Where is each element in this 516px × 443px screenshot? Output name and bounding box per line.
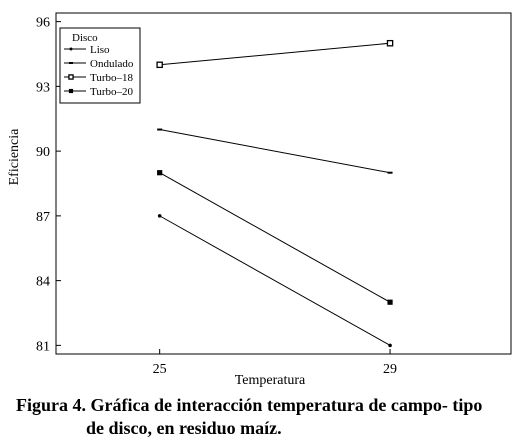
series-1	[157, 128, 393, 174]
y-tick-label-2: 87	[36, 210, 50, 225]
series-3	[157, 170, 393, 305]
y-axis: 81 84 87 90 93 96	[36, 16, 61, 354]
data-point-2-1	[386, 39, 394, 47]
series-line-3	[159, 172, 391, 303]
caption-line-1: Figura 4. Gráfica de interacción tempera…	[16, 395, 483, 415]
series-0	[157, 214, 392, 348]
series-line-1	[159, 129, 391, 174]
legend-label-0: Liso	[90, 44, 110, 56]
y-tick-label-1: 84	[36, 275, 50, 290]
interaction-chart: 81 84 87 90 93 96 25 29 Eficiencia Temperatura…	[7, 12, 512, 388]
x-tick-label-1: 29	[383, 362, 397, 377]
legend-label-1: Ondulado	[90, 58, 134, 70]
y-tick-label-3: 90	[36, 145, 50, 160]
legend-marker-2	[68, 74, 74, 80]
data-point-3-0	[157, 170, 163, 176]
y-axis-label: Eficiencia	[7, 128, 22, 186]
data-point-0-0	[157, 214, 162, 218]
legend-label-3: Turbo–20	[90, 86, 133, 98]
series-layer	[156, 39, 394, 348]
legend-marker-3	[68, 88, 74, 94]
legend-label-2: Turbo–18	[90, 72, 133, 84]
data-point-2-0	[156, 61, 163, 69]
x-axis: 25 29	[153, 349, 397, 377]
data-point-0-1	[388, 343, 392, 348]
data-point-3-1	[387, 299, 393, 305]
series-2	[156, 39, 394, 69]
legend: Disco Liso Ondulado Turbo–18 Turbo–20	[59, 27, 141, 104]
legend-marker-0	[69, 47, 73, 51]
legend-title: Disco	[72, 32, 98, 44]
y-tick-label-4: 93	[36, 80, 50, 95]
caption-line-2: de disco, en residuo maíz.	[86, 418, 282, 438]
series-line-2	[159, 42, 391, 66]
plot-frame	[55, 12, 512, 355]
series-line-0	[159, 215, 391, 346]
y-tick-label-0: 81	[36, 339, 50, 354]
y-tick-label-5: 96	[36, 16, 50, 31]
x-tick-label-0: 25	[153, 362, 167, 377]
x-axis-label: Temperatura	[235, 373, 306, 388]
